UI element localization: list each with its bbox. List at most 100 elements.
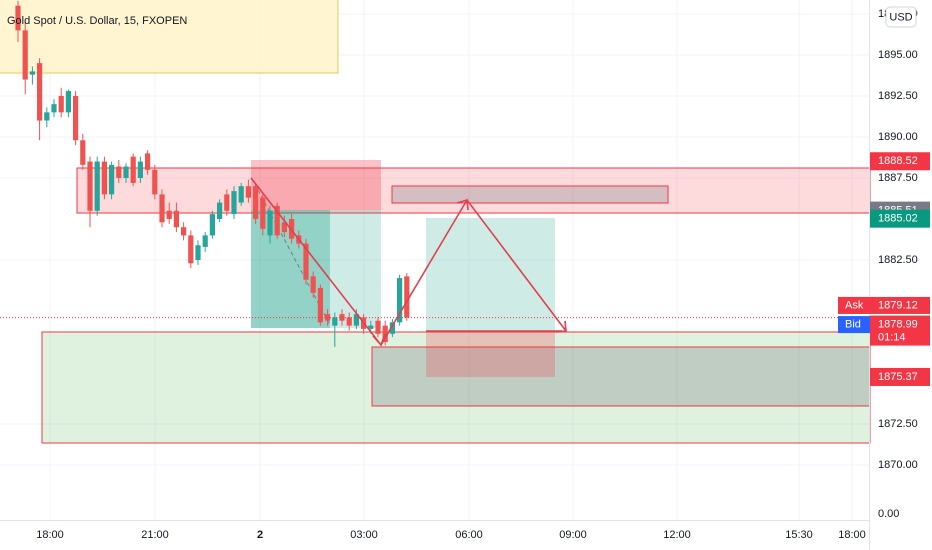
countdown: 01:14 bbox=[878, 331, 906, 343]
projection-path bbox=[250, 177, 567, 347]
candle-body bbox=[80, 140, 86, 165]
inner-zone bbox=[371, 346, 871, 407]
x-tick-label: 15:30 bbox=[785, 529, 813, 541]
short-stop-area bbox=[251, 160, 381, 210]
candle-body bbox=[231, 191, 237, 215]
candle-body bbox=[37, 63, 43, 121]
candles bbox=[15, 0, 410, 347]
candle-body bbox=[166, 210, 172, 219]
candle-body bbox=[87, 161, 93, 211]
last-price: 1878.99 bbox=[878, 318, 918, 330]
candle-body bbox=[375, 320, 381, 334]
bid-name: Bid bbox=[845, 318, 861, 330]
candle-body bbox=[130, 156, 136, 183]
candle-body bbox=[382, 325, 388, 343]
x-tick-label: 18:00 bbox=[36, 529, 64, 541]
candle-body bbox=[51, 104, 57, 113]
ask-price: 1879.12 bbox=[878, 299, 918, 311]
candle-body bbox=[397, 278, 403, 323]
currency-button[interactable] bbox=[885, 6, 917, 28]
candle-body bbox=[94, 161, 100, 211]
candle-body bbox=[173, 210, 179, 228]
price-label: 1888.52 bbox=[878, 155, 918, 167]
small-zone bbox=[391, 185, 669, 204]
candle-body bbox=[44, 112, 50, 121]
x-tick-label: 06:00 bbox=[455, 529, 483, 541]
price-axis: 1897.501895.001892.501890.001887.501882.… bbox=[838, 8, 930, 520]
ask-box bbox=[838, 296, 930, 314]
candle-body bbox=[145, 153, 151, 170]
price-label-box bbox=[870, 367, 930, 386]
long-stop-area bbox=[426, 331, 555, 377]
arrow-head bbox=[456, 198, 469, 211]
candle-body bbox=[15, 5, 21, 31]
x-tick-label: 12:00 bbox=[663, 529, 691, 541]
x-tick-label: 21:00 bbox=[141, 529, 169, 541]
x-tick-label: 18:00 bbox=[838, 529, 866, 541]
candle-body bbox=[116, 166, 122, 178]
candle-body bbox=[281, 222, 287, 233]
candle-body bbox=[58, 95, 64, 113]
candle-body bbox=[303, 243, 309, 280]
candle-body bbox=[346, 317, 352, 326]
candle-body bbox=[123, 166, 129, 178]
candle-body bbox=[209, 214, 215, 236]
candle-body bbox=[101, 161, 107, 195]
price-label-box bbox=[870, 209, 930, 228]
y-tick-label: 1872.50 bbox=[878, 418, 918, 430]
candle-body bbox=[332, 317, 338, 326]
candle-body bbox=[404, 276, 410, 318]
candle-body bbox=[274, 205, 280, 236]
candle-body bbox=[152, 169, 158, 195]
candle-body bbox=[368, 325, 374, 329]
candle-body bbox=[159, 194, 165, 223]
candle-body bbox=[267, 210, 273, 236]
grid bbox=[0, 0, 870, 520]
candle-body bbox=[317, 287, 323, 323]
candle-body bbox=[310, 276, 316, 293]
candle-body bbox=[195, 245, 201, 260]
candle-body bbox=[73, 95, 79, 141]
candle-body bbox=[181, 227, 187, 236]
candle-body bbox=[253, 186, 259, 219]
candle-body bbox=[245, 186, 251, 198]
candle-body bbox=[202, 235, 208, 247]
y-tick-label: 1887.50 bbox=[878, 172, 918, 184]
support-zone bbox=[41, 331, 871, 444]
x-tick-label: 03:00 bbox=[350, 529, 378, 541]
price-label-box bbox=[870, 152, 930, 171]
short-target-area bbox=[251, 210, 381, 328]
y-tick-label: 0.00 bbox=[878, 508, 899, 520]
ask-name: Ask bbox=[845, 299, 864, 311]
y-tick-label: 1882.50 bbox=[878, 254, 918, 266]
candle-body bbox=[289, 218, 295, 239]
zigzag bbox=[250, 177, 567, 347]
y-tick-label: 1892.50 bbox=[878, 90, 918, 102]
candle-body bbox=[29, 71, 35, 75]
candle-body bbox=[22, 30, 28, 80]
y-tick-label: 1870.00 bbox=[878, 459, 918, 471]
resistance-zone bbox=[76, 167, 871, 214]
x-tick-label: 2 bbox=[257, 529, 263, 541]
candle-body bbox=[224, 194, 230, 211]
candle-body bbox=[260, 197, 266, 229]
price-label: 1885.02 bbox=[878, 213, 918, 225]
y-tick-label: 1895.00 bbox=[878, 49, 918, 61]
candle-body bbox=[65, 91, 71, 113]
chart-title: Gold Spot / U.S. Dollar, 15, FXOPEN bbox=[7, 15, 187, 27]
last-box bbox=[870, 315, 930, 346]
candle-body bbox=[109, 164, 115, 195]
arrow-head bbox=[372, 333, 386, 347]
y-tick-label: 1890.00 bbox=[878, 131, 918, 143]
candle-body bbox=[389, 322, 395, 334]
currency[interactable]: USD bbox=[889, 11, 912, 23]
x-tick-label: 09:00 bbox=[559, 529, 587, 541]
candle-body bbox=[217, 202, 223, 219]
candle-body bbox=[238, 186, 244, 203]
price-label: 1875.37 bbox=[878, 371, 918, 383]
candle-body bbox=[137, 161, 143, 178]
yellow-zone bbox=[0, 0, 339, 74]
candle-body bbox=[353, 314, 359, 326]
candle-body bbox=[188, 235, 194, 264]
